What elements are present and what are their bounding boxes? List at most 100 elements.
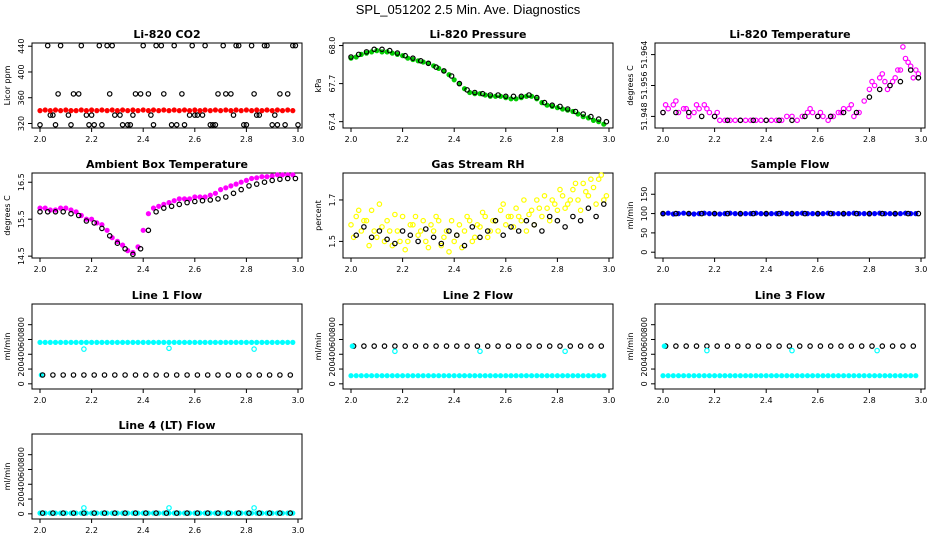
data-point: [732, 373, 738, 379]
data-point: [81, 510, 87, 516]
y-tick-label: 200: [17, 491, 26, 506]
data-point: [892, 373, 898, 379]
data-point: [199, 197, 206, 204]
data-point: [249, 175, 255, 182]
data-point: [907, 67, 914, 73]
data-point: [773, 373, 780, 379]
data-point: [430, 228, 437, 234]
x-tick-label: 2.6: [811, 135, 824, 144]
data-point: [851, 113, 857, 120]
data-point: [161, 107, 167, 113]
data-point: [446, 373, 452, 379]
data-point: [112, 510, 118, 516]
data-point: [132, 372, 139, 378]
data-point: [714, 109, 721, 116]
data-point: [274, 122, 281, 128]
data-point: [235, 510, 242, 516]
data-point: [212, 107, 218, 113]
y-tick-label: 440: [17, 39, 26, 54]
data-point: [238, 107, 244, 114]
data-point: [490, 217, 496, 224]
data-point: [732, 211, 738, 217]
data-point: [696, 373, 702, 379]
x-tick-label: 2.0: [34, 265, 47, 274]
data-point: [866, 86, 873, 93]
data-point: [856, 373, 862, 379]
data-point: [492, 217, 499, 224]
data-point: [277, 372, 283, 378]
x-tick-label: 3.0: [292, 396, 305, 405]
data-point: [150, 122, 157, 128]
data-point: [487, 92, 494, 98]
data-point: [114, 339, 120, 346]
data-point: [207, 339, 213, 346]
data-point: [422, 343, 429, 349]
data-point: [284, 91, 291, 97]
plot-frame: [654, 303, 926, 390]
y-axis-label: degrees C: [3, 195, 12, 236]
data-point: [510, 224, 517, 230]
data-point: [500, 201, 507, 207]
data-point: [846, 373, 852, 379]
data-point: [140, 42, 147, 49]
data-point: [57, 42, 64, 49]
data-point: [230, 190, 237, 197]
plot-frame: [31, 303, 303, 390]
data-point: [673, 109, 679, 116]
data-point: [742, 117, 749, 124]
data-point: [348, 54, 354, 60]
data-point: [820, 373, 826, 379]
data-point: [853, 210, 860, 217]
data-point: [101, 372, 108, 378]
data-point: [374, 373, 380, 379]
data-point: [495, 343, 501, 349]
data-point: [122, 372, 128, 378]
data-point: [124, 122, 131, 128]
x-tick-label: 2.4: [448, 396, 461, 405]
data-point: [515, 213, 522, 220]
data-point: [874, 347, 880, 354]
y-tick-label: 51.964: [640, 41, 649, 69]
data-point: [567, 197, 574, 203]
data-point: [776, 343, 782, 349]
data-point: [472, 373, 478, 379]
chart-title: Li-820 Pressure: [430, 28, 527, 41]
x-tick-label: 2.6: [188, 265, 201, 274]
data-point: [88, 107, 95, 113]
data-point: [187, 339, 193, 346]
data-point: [734, 343, 741, 349]
data-point: [469, 224, 476, 230]
data-point: [838, 343, 844, 349]
data-point: [269, 339, 275, 346]
data-point: [363, 217, 370, 224]
data-point: [220, 42, 227, 49]
y-tick-label: 400: [328, 347, 337, 362]
data-point: [662, 102, 669, 108]
data-point: [166, 339, 172, 346]
data-point: [400, 373, 406, 379]
data-point: [399, 228, 406, 234]
data-point: [523, 373, 530, 379]
data-point: [510, 93, 517, 100]
data-point: [415, 238, 421, 245]
data-point: [218, 187, 224, 193]
data-point: [241, 122, 247, 128]
data-point: [349, 343, 355, 349]
data-point: [119, 122, 126, 128]
data-point: [384, 373, 390, 379]
data-point: [665, 210, 671, 216]
data-point: [212, 190, 218, 196]
data-point: [533, 197, 540, 203]
data-point: [559, 373, 566, 379]
x-tick-label: 2.6: [499, 396, 512, 405]
data-point: [484, 343, 491, 349]
data-point: [724, 210, 731, 217]
data-point: [410, 222, 416, 228]
data-point: [358, 373, 364, 379]
data-point: [887, 211, 893, 217]
x-tick-label: 2.0: [345, 265, 358, 274]
data-point: [665, 373, 671, 379]
x-tick-label: 2.2: [396, 265, 409, 274]
data-point: [523, 217, 530, 224]
